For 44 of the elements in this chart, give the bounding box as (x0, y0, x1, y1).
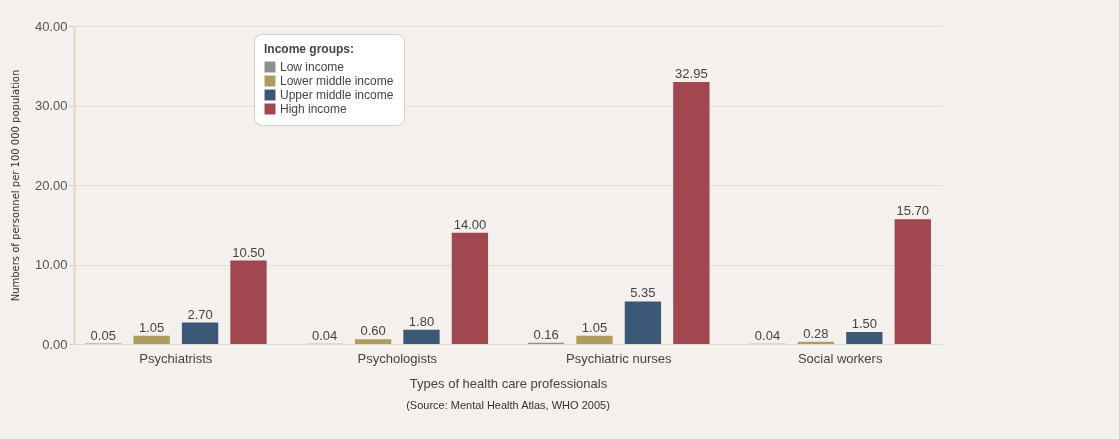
y-tick-label: 40.00 (34, 18, 68, 34)
legend-label: Upper middle income (280, 88, 394, 102)
data-label: 1.50 (851, 316, 878, 332)
bar (181, 322, 219, 344)
x-axis-title: Types of health care professionals (409, 375, 608, 391)
bar (673, 82, 710, 344)
y-axis-title: Numbers of personnel per 100 000 population (9, 69, 21, 302)
y-tick-label: 0.00 (42, 336, 68, 352)
data-label: 1.05 (138, 319, 165, 335)
legend-label: Low income (280, 60, 345, 74)
bar (846, 332, 883, 344)
bar (133, 335, 170, 344)
bar (451, 232, 489, 344)
y-tick-label: 10.00 (34, 257, 68, 272)
legend-label: High income (280, 102, 348, 116)
y-tick-label: 30.00 (34, 98, 68, 113)
data-label: 15.70 (896, 203, 930, 219)
bar (894, 219, 931, 344)
data-label: 0.04 (312, 327, 338, 343)
bar (576, 335, 613, 344)
x-tick-label: Psychiatrists (139, 350, 213, 366)
x-tick-label: Social workers (797, 350, 883, 366)
x-tick-label: Psychologists (357, 350, 438, 366)
x-tick-label: Psychiatric nurses (565, 350, 672, 366)
data-label: 1.80 (408, 313, 435, 329)
data-label: 0.04 (754, 327, 781, 343)
bar (230, 260, 267, 344)
data-label: 0.05 (90, 327, 116, 343)
bar (624, 301, 662, 344)
data-label: 10.50 (232, 244, 265, 260)
legend-label: Lower middle income (280, 74, 394, 88)
data-label: 2.70 (187, 306, 213, 322)
legend-title: Income groups: (264, 42, 355, 56)
data-label: 14.00 (453, 216, 487, 232)
data-label: 32.95 (675, 66, 708, 82)
data-label: 5.35 (630, 285, 656, 301)
y-tick-label: 20.00 (34, 177, 68, 193)
data-label: 0.60 (360, 323, 386, 339)
bar (403, 329, 440, 344)
data-label: 0.28 (803, 325, 829, 341)
text: (Source: Mental Health Atlas, WHO 2005) (406, 399, 610, 411)
data-label: 0.16 (533, 326, 559, 342)
bar (354, 339, 392, 344)
data-label: 1.05 (581, 319, 608, 335)
